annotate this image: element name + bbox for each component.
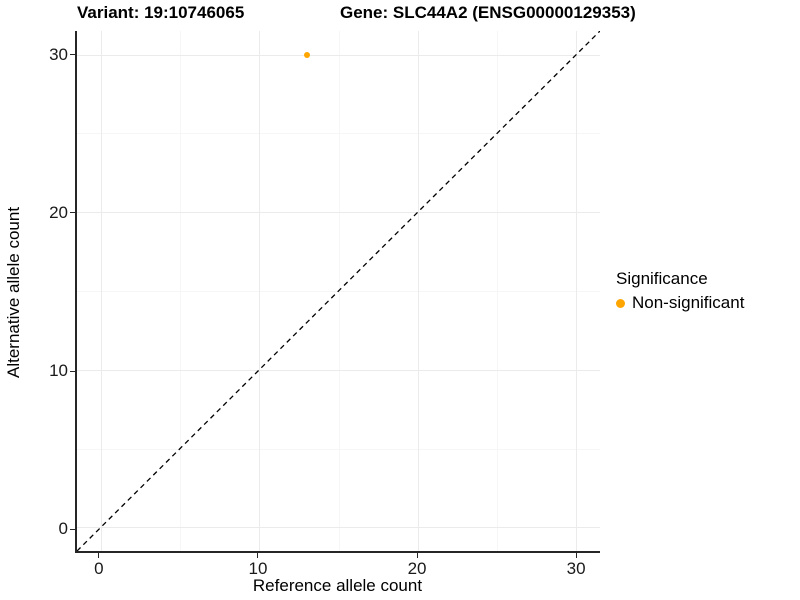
legend-title: Significance <box>616 269 708 288</box>
grid-line-major-vertical <box>100 31 102 551</box>
x-tick-mark <box>98 553 100 558</box>
legend-item-label: Non-significant <box>632 293 745 312</box>
y-tick-mark <box>70 54 75 56</box>
y-axis-title: Alternative allele count <box>4 206 23 378</box>
grid-line-major-horizontal <box>77 527 600 529</box>
y-tick-label: 0 <box>58 519 68 539</box>
grid-line-major-vertical <box>417 31 419 551</box>
plot-title-variant: Variant: 19:10746065 <box>77 3 245 22</box>
plot-panel <box>75 31 600 553</box>
grid-line-major-vertical <box>259 31 261 551</box>
x-tick-mark <box>257 553 259 558</box>
legend-dot-icon <box>616 298 625 308</box>
grid-line-minor-horizontal <box>77 133 600 135</box>
x-tick-mark <box>575 553 577 558</box>
legend-items: Non-significant <box>616 293 744 313</box>
y-tick-mark <box>70 528 75 530</box>
grid-line-minor-horizontal <box>77 448 600 450</box>
grid-line-major-horizontal <box>77 369 600 371</box>
y-tick-label: 10 <box>49 361 68 381</box>
grid-line-major-horizontal <box>77 212 600 214</box>
grid-line-major-horizontal <box>77 54 600 56</box>
identity-line <box>77 31 600 551</box>
legend: Significance Non-significant <box>616 269 744 313</box>
x-tick-label: 0 <box>94 559 104 578</box>
x-axis-title: Reference allele count <box>252 576 423 595</box>
x-tick-label: 10 <box>248 559 268 578</box>
plot-title-gene: Gene: SLC44A2 (ENSG00000129353) <box>340 3 636 22</box>
grid-line-major-vertical <box>576 31 578 551</box>
y-tick-label: 20 <box>49 202 68 222</box>
y-tick-mark <box>70 370 75 372</box>
y-tick-label: 30 <box>49 44 68 64</box>
data-point <box>303 51 310 58</box>
legend-item: Non-significant <box>616 293 744 313</box>
x-tick-label: 30 <box>566 559 586 578</box>
y-tick-mark <box>70 212 75 214</box>
x-tick-mark <box>416 553 418 558</box>
x-tick-label: 20 <box>407 559 427 578</box>
